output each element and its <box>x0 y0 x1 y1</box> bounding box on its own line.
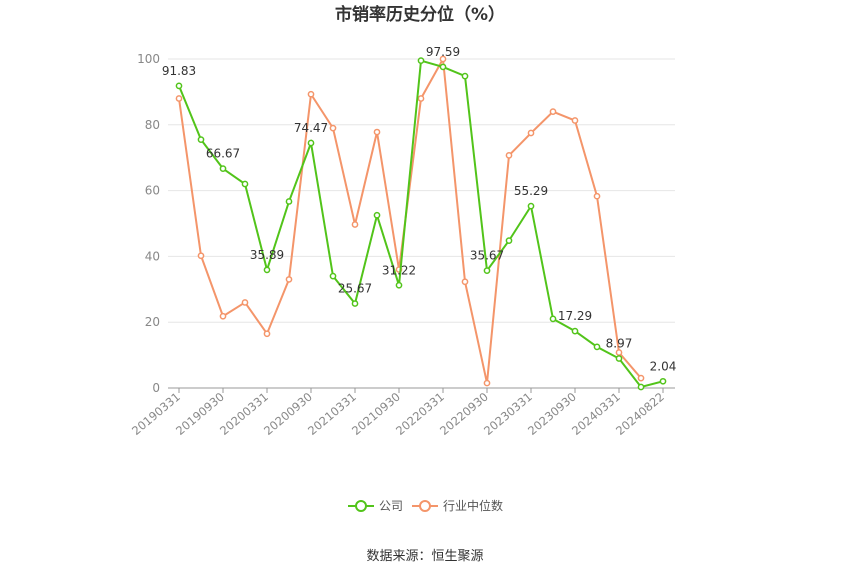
data-labels: 91.83 66.67 35.89 74.47 25.67 31.22 97.59 35.67… <box>162 45 677 373</box>
y-tick-label: 0 <box>152 381 160 395</box>
data-label: 55.29 <box>514 184 548 198</box>
data-point <box>593 192 601 200</box>
data-label: 97.59 <box>426 45 460 59</box>
y-tick-label: 20 <box>145 315 160 329</box>
data-point <box>307 90 315 98</box>
data-point <box>219 165 227 173</box>
data-point <box>263 266 271 274</box>
data-point <box>615 355 623 362</box>
data-point <box>373 128 381 136</box>
data-point <box>527 202 535 210</box>
data-point <box>373 211 381 219</box>
legend-marker <box>355 500 367 512</box>
data-label: 17.29 <box>558 309 592 323</box>
series-line <box>178 55 642 384</box>
x-axis: 2019033120190930202003312020093020210331… <box>129 388 667 438</box>
grid <box>168 58 675 389</box>
y-tick-label: 60 <box>145 184 160 198</box>
legend-marker <box>419 500 431 512</box>
data-point <box>175 82 183 90</box>
data-point <box>461 278 469 286</box>
data-point <box>197 252 205 260</box>
data-label: 74.47 <box>294 121 328 135</box>
data-point <box>439 63 447 71</box>
data-point <box>285 198 293 205</box>
data-point <box>461 72 469 80</box>
data-point <box>637 383 645 391</box>
data-point <box>659 377 667 385</box>
data-point <box>483 379 491 387</box>
y-tick-label: 40 <box>145 249 160 263</box>
source-text: 数据来源：恒生聚源 <box>366 549 483 564</box>
legend[interactable]: 公司 行业中位数 <box>348 498 503 513</box>
data-point <box>571 327 579 335</box>
data-label: 35.89 <box>250 248 284 262</box>
data-point <box>417 57 425 64</box>
data-point <box>285 276 293 283</box>
data-label: 25.67 <box>338 282 372 296</box>
legend-label: 行业中位数 <box>443 498 503 513</box>
data-label: 91.83 <box>162 64 196 78</box>
data-label: 31.22 <box>382 263 416 277</box>
data-point <box>439 55 447 63</box>
series-layer <box>175 55 667 391</box>
data-label: 2.04 <box>650 359 677 373</box>
data-point <box>549 315 557 323</box>
data-point <box>351 221 359 228</box>
series-line <box>178 59 664 389</box>
legend-label: 公司 <box>379 499 403 513</box>
data-point <box>263 330 271 338</box>
data-point <box>329 124 337 132</box>
data-point <box>505 152 513 159</box>
data-point <box>307 139 315 147</box>
data-point <box>351 300 359 307</box>
chart-title: 市销率历史分位（%） <box>335 4 505 25</box>
data-point <box>241 299 249 306</box>
data-point <box>527 129 535 137</box>
data-point <box>615 349 623 356</box>
data-point <box>505 237 513 244</box>
data-point <box>549 108 557 115</box>
data-label: 35.67 <box>470 249 504 263</box>
data-point <box>219 312 227 320</box>
data-point <box>637 374 645 382</box>
data-point <box>395 281 403 289</box>
data-label: 8.97 <box>606 336 633 350</box>
data-point <box>329 272 337 280</box>
data-point <box>241 180 249 188</box>
data-point <box>175 95 183 102</box>
data-point <box>197 136 205 143</box>
data-point <box>593 343 601 351</box>
y-tick-label: 100 <box>137 52 160 66</box>
y-axis: 0 20 40 60 80 100 <box>137 52 160 395</box>
x-tick-label: 20240822 <box>613 390 667 438</box>
y-tick-label: 80 <box>145 118 160 132</box>
data-label: 66.67 <box>206 147 240 161</box>
data-point <box>483 267 491 274</box>
data-point <box>417 95 425 102</box>
data-point <box>571 117 579 124</box>
